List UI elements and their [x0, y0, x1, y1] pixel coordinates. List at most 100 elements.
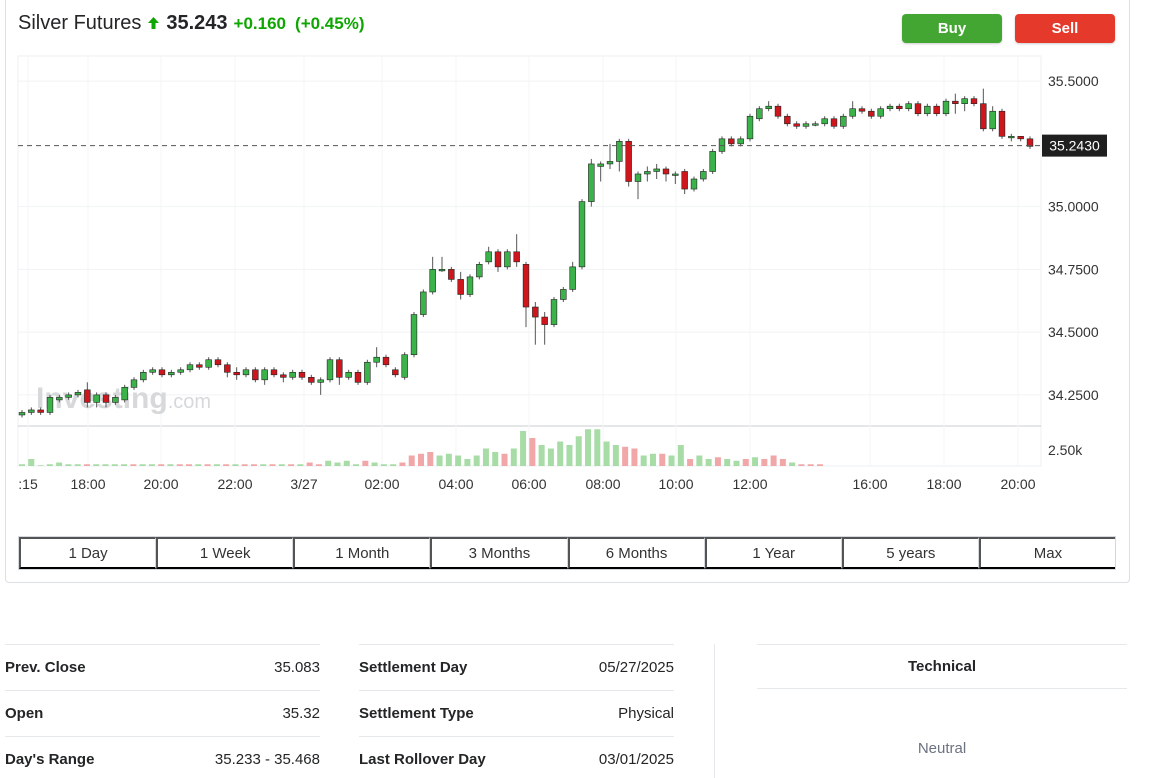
x-tick-label: 18:00	[926, 476, 961, 492]
x-tick-label: 22:00	[217, 476, 252, 492]
candle-body	[224, 364, 231, 373]
candle-body	[746, 115, 754, 140]
volume-bar	[575, 436, 582, 466]
price-chart[interactable]: Investing.com 35.5000 35.0000 34.7500 34.50…	[0, 0, 1157, 530]
stat-value: 03/01/2025	[598, 751, 674, 768]
volume-bar	[306, 462, 313, 466]
candle-body	[308, 377, 315, 383]
stat-last-rollover-day: Last Rollover Day 03/01/2025	[359, 736, 674, 778]
chart-axes: 35.5000 35.0000 34.7500 34.5000 34.2500:15 18…	[18, 73, 1107, 492]
chart-card	[5, 0, 1130, 583]
volume-bar	[798, 464, 805, 466]
candle-body	[560, 289, 567, 300]
range-5-years[interactable]: 5 years	[841, 537, 979, 569]
candle-body	[606, 161, 614, 165]
candle-body	[214, 359, 222, 366]
column-divider	[714, 644, 715, 778]
stat-value: 35.083	[274, 659, 320, 676]
volume-bar	[334, 462, 341, 466]
candle-body	[1017, 136, 1024, 140]
stat-value: Physical	[618, 705, 674, 722]
candle-body	[737, 138, 744, 145]
volume-bar	[37, 465, 44, 466]
volume-bar	[445, 453, 452, 466]
technical-tab[interactable]: Technical	[757, 644, 1127, 689]
candle-body	[896, 105, 903, 110]
candle-body	[634, 173, 642, 182]
x-tick-label: 02:00	[364, 476, 399, 492]
volume-bar	[343, 460, 350, 466]
volume-bar	[167, 464, 174, 466]
stat-prev-close: Prev. Close 35.083	[5, 644, 320, 690]
candle-body	[905, 103, 912, 110]
volume-bar	[724, 459, 731, 466]
volume-bar	[399, 462, 406, 466]
volume-bar	[761, 459, 768, 466]
range-1-day[interactable]: 1 Day	[19, 537, 157, 569]
volume-bar	[380, 464, 387, 466]
candle-body	[130, 379, 138, 388]
candle-body	[504, 251, 511, 268]
volume-bar	[269, 464, 276, 466]
volume-bar	[250, 464, 257, 466]
volume-bar	[779, 459, 786, 466]
range-6-months[interactable]: 6 Months	[567, 537, 705, 569]
range-3-months[interactable]: 3 Months	[430, 537, 568, 569]
volume-bar	[640, 455, 647, 466]
sell-button[interactable]: Sell	[1015, 14, 1115, 43]
volume-bar	[111, 464, 118, 466]
stats-left: Prev. Close 35.083 Open 35.32 Day's Rang…	[5, 644, 320, 778]
candlestick-series	[18, 88, 1034, 418]
stat-label: Settlement Day	[359, 659, 468, 676]
stat-value: 05/27/2025	[598, 659, 674, 676]
instrument-name: Silver Futures	[18, 12, 142, 34]
candle-body	[74, 392, 82, 396]
current-price-label: 35.2430	[1049, 138, 1100, 154]
x-tick-label: 08:00	[585, 476, 620, 492]
candle-body	[690, 178, 698, 190]
volume-bar	[659, 453, 666, 466]
volume-bar	[46, 464, 53, 466]
stat-value: 35.233 - 35.468	[214, 751, 320, 768]
candle-body	[326, 359, 334, 381]
volume-bar	[121, 464, 128, 466]
volume-bar	[705, 459, 712, 466]
candle-body	[513, 251, 520, 263]
candle-body	[233, 371, 240, 376]
x-tick-label: 10:00	[658, 476, 693, 492]
volume-bar	[418, 453, 424, 466]
candle-body	[102, 394, 110, 403]
candle-body	[485, 251, 492, 263]
candle-body	[672, 173, 679, 176]
range-1-month[interactable]: 1 Month	[293, 537, 431, 569]
candle-body	[569, 266, 576, 290]
candle-body	[840, 115, 847, 127]
candle-body	[821, 118, 828, 125]
volume-bar	[733, 460, 740, 466]
investing-watermark: Investing.com	[36, 382, 211, 415]
volume-bar	[83, 464, 90, 466]
stat-settlement-type: Settlement Type Physical	[359, 690, 674, 736]
volume-bar	[353, 464, 360, 466]
candle-body	[177, 369, 184, 373]
candle-body	[924, 105, 931, 115]
range-1-week[interactable]: 1 Week	[156, 537, 294, 569]
x-tick-label: :15	[18, 476, 38, 492]
candle-body	[914, 103, 922, 115]
volume-bar	[482, 448, 489, 466]
volume-bar	[260, 464, 267, 466]
stat-settlement-day: Settlement Day 05/27/2025	[359, 644, 674, 690]
candle-body	[681, 171, 688, 190]
candle-body	[662, 168, 670, 175]
buy-button[interactable]: Buy	[902, 14, 1002, 43]
candle-body	[625, 141, 632, 182]
x-tick-label: 20:00	[1000, 476, 1035, 492]
candle-body	[336, 359, 343, 378]
range-1-year[interactable]: 1 Year	[704, 537, 842, 569]
last-price: 35.243	[166, 12, 228, 34]
range-max[interactable]: Max	[978, 537, 1115, 569]
volume-bar	[436, 455, 443, 466]
volume-bar	[649, 453, 656, 466]
candle-body	[56, 397, 63, 401]
volume-bar	[817, 464, 823, 466]
